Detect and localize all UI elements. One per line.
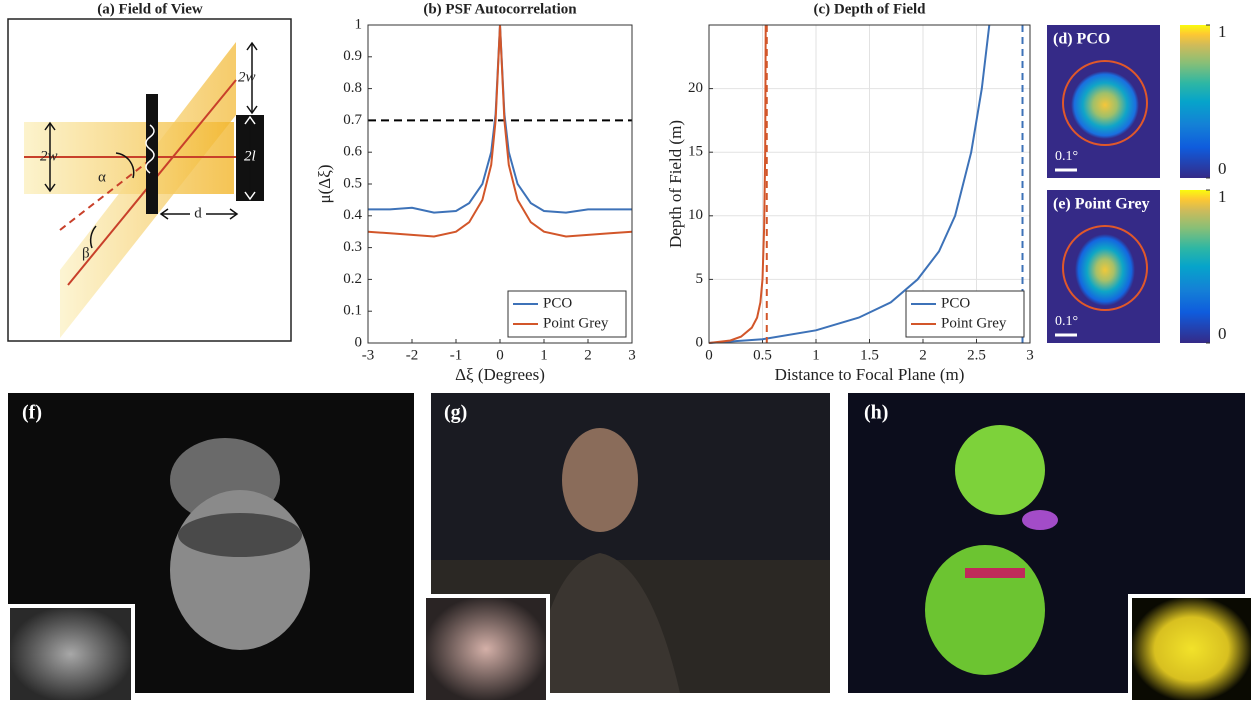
y-tick-label: 0.8	[343, 80, 362, 96]
y-axis-label: Depth of Field (m)	[666, 120, 685, 248]
y-tick-label: 20	[688, 80, 703, 96]
legend	[507, 290, 627, 338]
scale-label: 0.1°	[1055, 314, 1078, 329]
label-bg	[190, 206, 206, 222]
y-tick-label: 0.7	[343, 112, 362, 128]
toy-mouth	[1022, 510, 1058, 530]
angle-arc	[115, 152, 135, 179]
axes-frame	[708, 24, 1031, 344]
heatmap-label: (d) PCO	[1053, 31, 1110, 48]
x-tick-label: 2	[584, 347, 592, 363]
y-tick-label: 0.5	[343, 175, 362, 191]
x-tick-label: 0.5	[753, 347, 772, 363]
legend-label: Point Grey	[941, 315, 1007, 331]
x-tick-label: -1	[450, 347, 463, 363]
fov-circle	[1062, 225, 1148, 311]
dimension-label: 2w	[40, 148, 58, 164]
y-tick-label: 0.1	[343, 303, 362, 319]
x-tick-label: 2	[919, 347, 927, 363]
inset	[422, 594, 550, 702]
chart-title: (c) Depth of Field	[813, 1, 926, 17]
y-tick-label: 0.9	[343, 48, 362, 64]
x-tick-label: 0	[496, 347, 504, 363]
x-tick-label: 1	[540, 347, 548, 363]
fov-circle	[1062, 60, 1148, 146]
plot-area	[368, 25, 632, 343]
x-tick-label: 2.5	[967, 347, 986, 363]
panel-label: (g)	[444, 402, 467, 424]
angle-label: β	[82, 245, 90, 261]
panel-title: (a) Field of View	[97, 1, 203, 17]
psf-blob	[1075, 234, 1135, 306]
x-tick-label: 0	[705, 347, 713, 363]
photos: (f) (g) (h)	[6, 393, 1253, 702]
y-tick-label: 5	[696, 271, 704, 287]
colorbar	[1180, 190, 1210, 343]
x-tick-label: -2	[406, 347, 419, 363]
y-tick-label: 10	[688, 207, 703, 223]
toy	[955, 425, 1045, 515]
cup-rim	[178, 513, 302, 557]
dimension-arrows	[44, 41, 258, 220]
colorbar	[1180, 25, 1210, 178]
colorbar-tick-label: 1	[1218, 22, 1227, 41]
panel-label: (h)	[864, 402, 888, 424]
y-axis-label: μ(Δξ)	[315, 165, 334, 204]
angle-arc	[89, 225, 97, 249]
legend	[905, 290, 1025, 338]
x-tick-label: 3	[628, 347, 636, 363]
psf-blob	[1071, 71, 1139, 139]
x-tick-label: 1	[812, 347, 820, 363]
series-line	[708, 24, 991, 344]
lens-mount	[146, 94, 158, 214]
inset	[1128, 594, 1253, 702]
heatmap-label: (e) Point Grey	[1053, 196, 1150, 213]
chart-title: (b) PSF Autocorrelation	[423, 1, 577, 17]
x-tick-label: 3	[1026, 347, 1034, 363]
y-tick-label: 0.4	[343, 207, 362, 223]
axes-frame	[367, 24, 633, 344]
x-tick-label: 1.5	[860, 347, 879, 363]
series-line	[708, 24, 767, 344]
toy-collar	[965, 568, 1025, 578]
y-tick-label: 0.6	[343, 144, 362, 160]
scale-label: 0.1°	[1055, 149, 1078, 164]
y-tick-label: 1	[355, 16, 363, 32]
angle-label: α	[98, 169, 106, 185]
legend-label: PCO	[543, 295, 572, 311]
y-tick-label: 0	[355, 334, 363, 350]
colorbar-tick-label: 0	[1218, 159, 1227, 178]
x-axis-label: Distance to Focal Plane (m)	[775, 365, 965, 384]
diagram: (a) Field of View 2w 2w 2l α β d	[7, 1, 292, 342]
panel-label: (f)	[22, 402, 42, 424]
aperture	[145, 124, 155, 174]
y-tick-label: 0.2	[343, 271, 362, 287]
legend-label: Point Grey	[543, 315, 609, 331]
inset	[6, 604, 135, 702]
toy	[925, 545, 1045, 675]
x-axis-label: Δξ (Degrees)	[455, 365, 545, 384]
colorbar-tick-label: 1	[1218, 187, 1227, 206]
dimension-label: 2l	[244, 148, 256, 164]
person	[562, 428, 638, 532]
y-tick-label: 0	[696, 334, 704, 350]
colorbar-tick-label: 0	[1218, 324, 1227, 343]
dimension-label: d	[194, 205, 202, 221]
y-tick-label: 0.3	[343, 239, 362, 255]
dimension-label: 2w	[238, 69, 256, 85]
x-tick-label: -3	[362, 347, 375, 363]
person	[530, 553, 680, 693]
legend-label: PCO	[941, 295, 970, 311]
y-tick-label: 15	[688, 144, 703, 160]
